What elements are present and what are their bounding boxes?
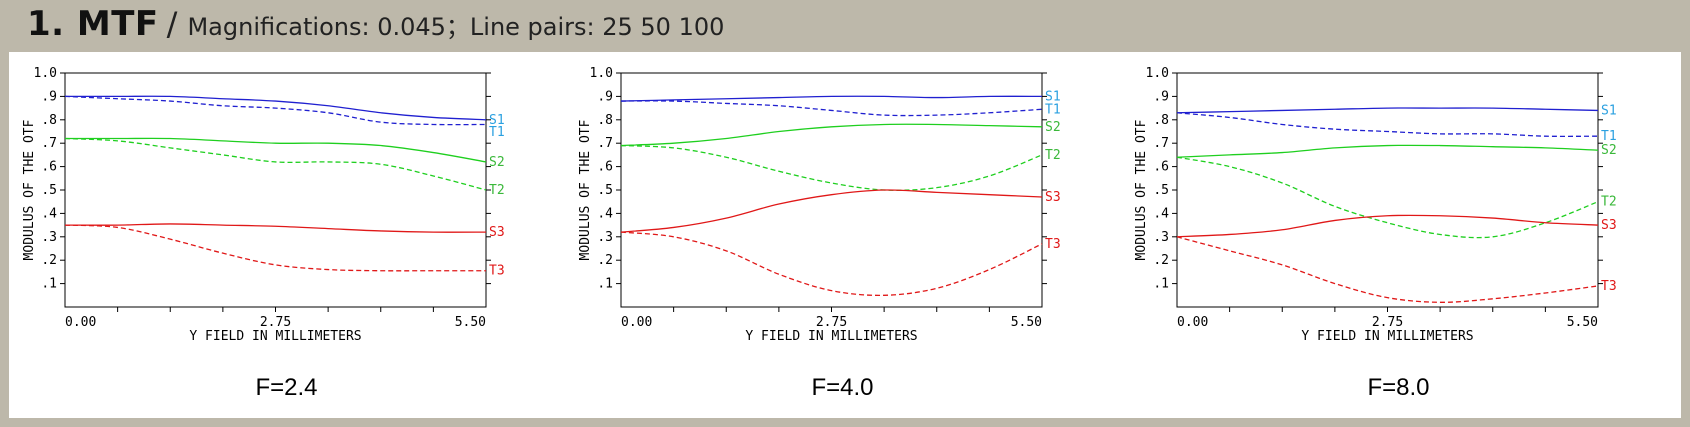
y-tick-label: .2 <box>597 253 613 268</box>
series-label-s2: S2 <box>1045 120 1061 135</box>
series-line-t1 <box>1176 112 1599 138</box>
series-line-t1 <box>620 100 1043 117</box>
chart-caption: F=2.4 <box>255 374 318 401</box>
series-label-t1: T1 <box>1601 129 1617 144</box>
series-label-s2: S2 <box>1601 143 1617 158</box>
series-label-s1: S1 <box>1045 89 1061 104</box>
mtf-chart-f4-0: .1 .2 .3 .4 .5 .6 .7 .8 .9 1.0 0.00 2.75 5.50 Y FIELD… <box>565 52 1120 418</box>
series-line-t3 <box>64 224 486 272</box>
series-label-s3: S3 <box>1601 218 1617 233</box>
y-tick-label: .1 <box>1153 277 1169 292</box>
y-axis-label: MODULUS OF THE OTF <box>578 119 593 260</box>
page-header: 1. MTF / Magnifications: 0.045； Line pai… <box>27 4 724 44</box>
x-axis-label: Y FIELD IN MILLIMETERS <box>1301 329 1473 344</box>
series-line-s3 <box>1176 214 1599 238</box>
x-tick-label: 0.00 <box>1177 315 1208 330</box>
y-tick-label: .2 <box>1153 253 1169 268</box>
y-tick-label: .3 <box>1153 230 1169 245</box>
magnifications-label: Magnifications: 0.045； <box>187 13 470 41</box>
y-tick-label: .9 <box>1153 89 1169 104</box>
mtf-plot-f8-0: .1 .2 .3 .4 .5 .6 .7 .8 .9 1.0 0.00 2.75 5.50 Y FIELD… <box>1134 66 1617 344</box>
x-tick-label: 5.50 <box>1567 315 1598 330</box>
x-tick-label: 0.00 <box>65 315 96 330</box>
y-tick-label: .6 <box>41 160 57 175</box>
y-tick-label: .3 <box>41 230 57 245</box>
y-tick-label: 1.0 <box>1146 66 1169 81</box>
y-tick-label: .8 <box>597 113 613 128</box>
series-line-s2 <box>620 123 1043 147</box>
series-label-t2: T2 <box>489 183 505 198</box>
series-label-t1: T1 <box>489 125 505 140</box>
page-title: 1. MTF <box>27 4 159 44</box>
series-line-t2 <box>1176 156 1599 239</box>
y-axis-label: MODULUS OF THE OTF <box>1134 119 1149 260</box>
y-tick-label: .6 <box>1153 160 1169 175</box>
x-tick-label: 2.75 <box>816 315 847 330</box>
y-tick-label: .7 <box>1153 136 1169 151</box>
series-line-s3 <box>620 189 1043 233</box>
series-line-t1 <box>64 95 487 126</box>
series-label-s2: S2 <box>489 155 505 170</box>
y-tick-label: 1.0 <box>34 66 57 81</box>
y-tick-label: .7 <box>597 136 613 151</box>
series-label-t1: T1 <box>1045 102 1061 117</box>
chart-panel: .1 .2 .3 .4 .5 .6 .7 .8 .9 1.0 0.00 2.75 5.50 Y FIELD… <box>9 52 1681 418</box>
series-label-s1: S1 <box>489 113 505 128</box>
mtf-chart-f8-0: .1 .2 .3 .4 .5 .6 .7 .8 .9 1.0 0.00 2.75 5.50 Y FIELD… <box>1121 52 1676 418</box>
x-tick-label: 2.75 <box>260 315 291 330</box>
title-separator: / <box>166 5 178 43</box>
series-label-t3: T3 <box>489 264 505 279</box>
y-tick-label: .1 <box>41 277 57 292</box>
series-line-t3 <box>620 231 1043 297</box>
chart-caption: F=4.0 <box>811 374 874 401</box>
series-line-s1 <box>1176 107 1599 114</box>
series-label-t3: T3 <box>1601 279 1617 294</box>
series-line-s1 <box>64 95 487 121</box>
y-tick-label: .4 <box>1153 206 1169 221</box>
series-label-t2: T2 <box>1045 148 1061 163</box>
y-tick-label: .5 <box>41 183 57 198</box>
series-line-s2 <box>1176 144 1599 158</box>
x-axis-label: Y FIELD IN MILLIMETERS <box>745 329 917 344</box>
x-tick-label: 0.00 <box>621 315 652 330</box>
y-tick-label: .3 <box>597 230 613 245</box>
series-line-t2 <box>620 144 1043 191</box>
series-line-t3 <box>1176 236 1599 303</box>
y-tick-label: .4 <box>41 206 57 221</box>
y-tick-label: 1.0 <box>590 66 613 81</box>
y-tick-label: .5 <box>597 183 613 198</box>
mtf-plot-f2-4: .1 .2 .3 .4 .5 .6 .7 .8 .9 1.0 0.00 2.75 5.50 Y FIELD… <box>22 66 505 344</box>
y-tick-label: .1 <box>597 277 613 292</box>
y-tick-label: .9 <box>41 89 57 104</box>
chart-caption: F=8.0 <box>1367 374 1430 401</box>
series-label-s1: S1 <box>1601 103 1617 118</box>
series-line-s1 <box>620 95 1043 102</box>
series-label-t2: T2 <box>1601 195 1617 210</box>
y-tick-label: .5 <box>1153 183 1169 198</box>
x-axis-label: Y FIELD IN MILLIMETERS <box>189 329 361 344</box>
mtf-chart-f2-4: .1 .2 .3 .4 .5 .6 .7 .8 .9 1.0 0.00 2.75 5.50 Y FIELD… <box>9 52 564 418</box>
series-label-s3: S3 <box>1045 190 1061 205</box>
y-axis-label: MODULUS OF THE OTF <box>22 119 37 260</box>
series-label-s3: S3 <box>489 225 505 240</box>
x-tick-label: 2.75 <box>1372 315 1403 330</box>
line-pairs-label: Line pairs: 25 50 100 <box>469 13 725 41</box>
y-tick-label: .4 <box>597 206 613 221</box>
y-tick-label: .9 <box>597 89 613 104</box>
mtf-plot-f4-0: .1 .2 .3 .4 .5 .6 .7 .8 .9 1.0 0.00 2.75 5.50 Y FIELD… <box>578 66 1061 344</box>
y-tick-label: .8 <box>1153 113 1169 128</box>
series-line-s2 <box>64 137 487 163</box>
series-line-s3 <box>64 223 487 233</box>
y-tick-label: .7 <box>41 136 57 151</box>
y-tick-label: .2 <box>41 253 57 268</box>
y-tick-label: .8 <box>41 113 57 128</box>
x-tick-label: 5.50 <box>455 315 486 330</box>
y-tick-label: .6 <box>597 160 613 175</box>
series-label-t3: T3 <box>1045 237 1061 252</box>
plot-frame <box>620 72 1043 308</box>
x-tick-label: 5.50 <box>1011 315 1042 330</box>
series-line-t2 <box>64 137 487 191</box>
